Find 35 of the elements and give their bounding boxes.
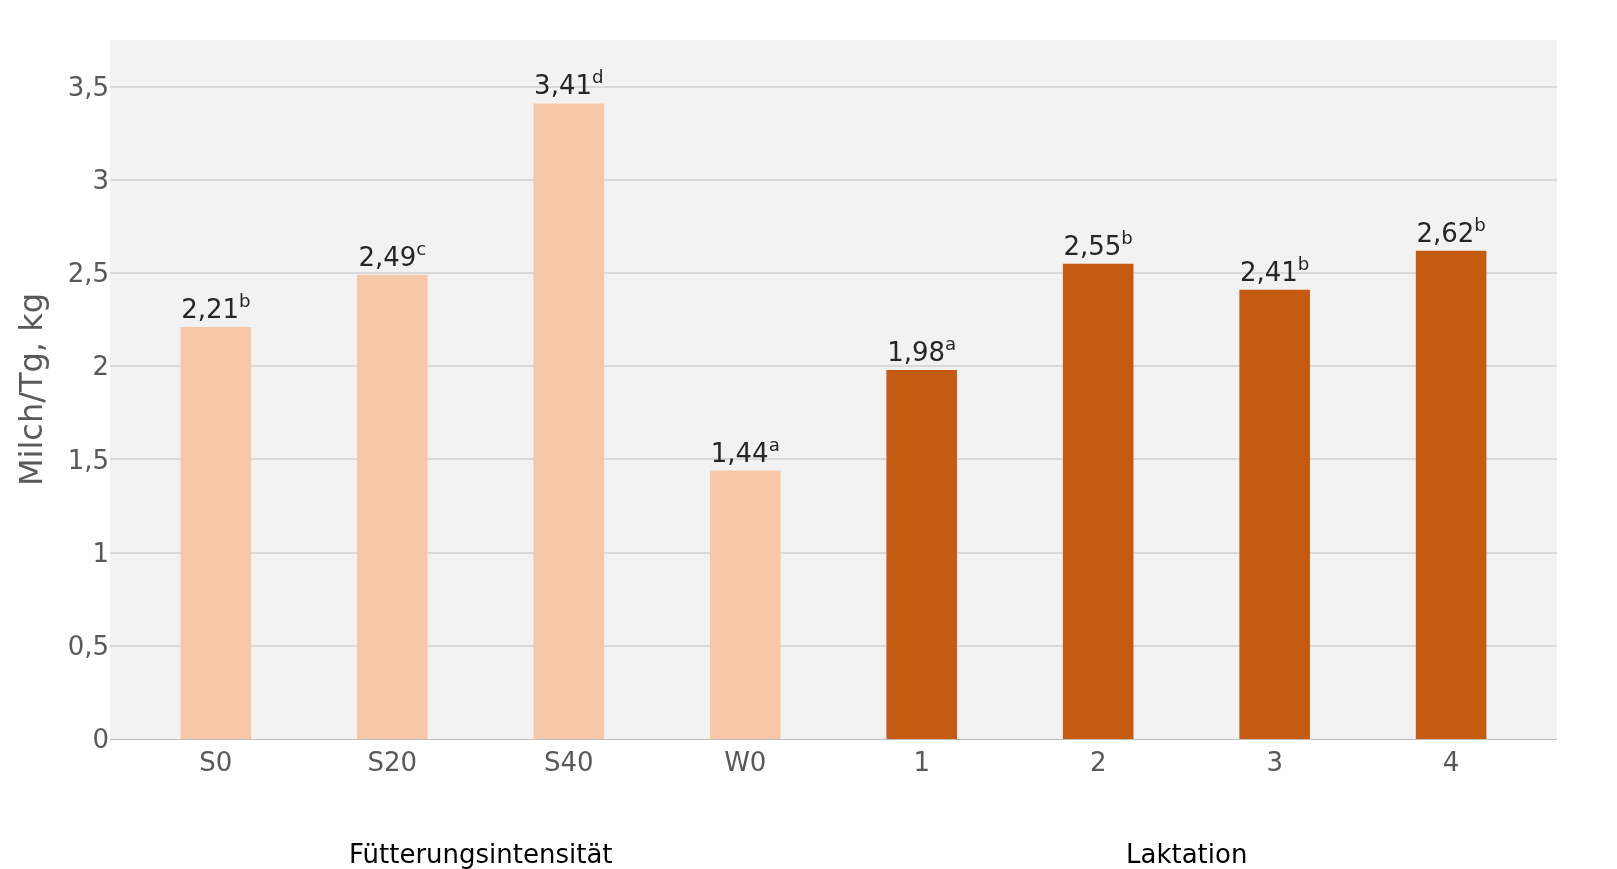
y-tick-label: 2,5 xyxy=(67,258,109,289)
bar xyxy=(533,103,605,739)
x-tick-label: 4 xyxy=(1442,747,1460,778)
data-label: 2,62$^{b}$ xyxy=(1416,213,1486,248)
bar xyxy=(180,327,252,739)
x-tick-label: S40 xyxy=(544,747,594,778)
data-label: 2,49$^{c}$ xyxy=(358,237,427,272)
x-tick-label: S20 xyxy=(367,747,418,778)
x-tick-label: S0 xyxy=(199,747,233,778)
y-tick-label: 3,5 xyxy=(67,71,109,102)
data-label: 2,41$^{b}$ xyxy=(1239,252,1310,287)
bar xyxy=(1415,250,1487,739)
y-tick-label: 1 xyxy=(92,537,109,568)
y-tick-label: 1,5 xyxy=(67,444,109,475)
y-tick-label: 0,5 xyxy=(67,630,109,661)
y-tick-label: 3 xyxy=(92,164,109,195)
data-label: 2,55$^{b}$ xyxy=(1063,226,1133,261)
y-tick-label: 2 xyxy=(92,351,109,382)
x-tick-label: W0 xyxy=(724,747,767,778)
data-label: 1,98$^{a}$ xyxy=(887,333,957,367)
bar xyxy=(1062,263,1134,739)
bar xyxy=(886,369,958,739)
bar xyxy=(1239,289,1310,739)
text: Fütterungsintensität xyxy=(349,839,613,869)
data-label: 3,41$^{d}$ xyxy=(534,66,604,101)
x-tick-label: 1 xyxy=(913,747,930,778)
x-tick-label: 3 xyxy=(1266,747,1283,778)
data-label: 2,21$^{b}$ xyxy=(181,290,251,325)
bar xyxy=(357,274,428,739)
y-axis-title: Milch/Tg, kg xyxy=(11,292,50,487)
y-tick-label: 0 xyxy=(92,724,109,755)
data-label: 1,44$^{a}$ xyxy=(710,433,780,468)
bar xyxy=(709,470,781,739)
text: Laktation xyxy=(1126,839,1248,869)
x-tick-label: 2 xyxy=(1089,747,1107,778)
